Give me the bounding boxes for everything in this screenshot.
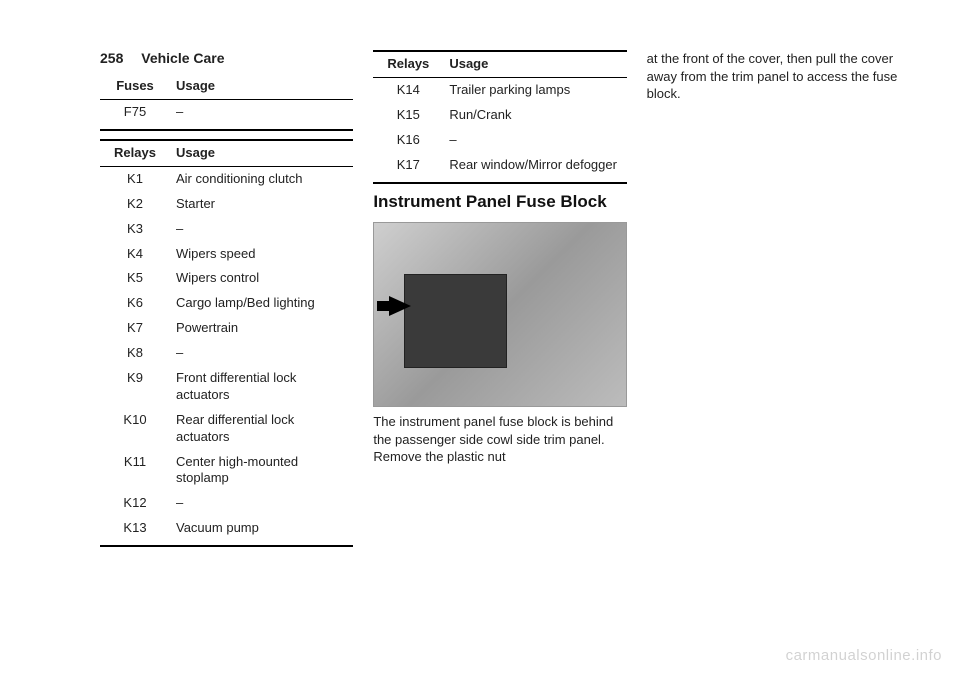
column-2: Relays Usage K14Trailer parking lamps K1… <box>373 50 626 555</box>
column-3: at the front of the cover, then pull the… <box>647 50 900 555</box>
relay-usage: – <box>170 217 353 242</box>
relay-usage: Vacuum pump <box>170 516 353 546</box>
table-row: K16– <box>373 128 626 153</box>
relay-usage: – <box>170 491 353 516</box>
relay-id: K6 <box>100 291 170 316</box>
relay-usage: Center high-mounted stoplamp <box>170 450 353 492</box>
relay-id: K8 <box>100 341 170 366</box>
relay-id: K4 <box>100 242 170 267</box>
relay-id: K3 <box>100 217 170 242</box>
relay-id: K13 <box>100 516 170 546</box>
table-row: K2Starter <box>100 192 353 217</box>
relay-usage: Air conditioning clutch <box>170 166 353 191</box>
relay-id: K12 <box>100 491 170 516</box>
section-heading: Instrument Panel Fuse Block <box>373 192 626 212</box>
relay-id: K5 <box>100 266 170 291</box>
relays-table-1: Relays Usage K1Air conditioning clutch K… <box>100 139 353 547</box>
table-row: K11Center high-mounted stoplamp <box>100 450 353 492</box>
fuse-usage: – <box>170 100 353 130</box>
relays-table-2: Relays Usage K14Trailer parking lamps K1… <box>373 50 626 184</box>
relay-usage: Starter <box>170 192 353 217</box>
relay-usage: – <box>170 341 353 366</box>
relays1-col-header-0: Relays <box>100 140 170 167</box>
fuses-col-header-1: Usage <box>170 74 353 100</box>
table-row: K7Powertrain <box>100 316 353 341</box>
relay-usage: Rear differential lock actuators <box>170 408 353 450</box>
table-row: K1Air conditioning clutch <box>100 166 353 191</box>
relay-id: K9 <box>100 366 170 408</box>
page-number: 258 <box>100 50 123 66</box>
arrow-icon <box>389 296 411 316</box>
relay-id: K1 <box>100 166 170 191</box>
relay-usage: Rear window/Mirror defogger <box>443 153 626 183</box>
relay-usage: Wipers speed <box>170 242 353 267</box>
relay-id: K2 <box>100 192 170 217</box>
relays1-col-header-1: Usage <box>170 140 353 167</box>
table-row: K9Front differential lock actuators <box>100 366 353 408</box>
figure-caption-2: at the front of the cover, then pull the… <box>647 50 900 103</box>
page-header: 258 Vehicle Care <box>100 50 353 66</box>
fuse-block-figure <box>373 222 626 407</box>
table-row: K14Trailer parking lamps <box>373 78 626 103</box>
table-row: K17Rear window/Mirror defogger <box>373 153 626 183</box>
column-1: 258 Vehicle Care Fuses Usage F75 – Relay… <box>100 50 353 555</box>
relay-usage: Wipers control <box>170 266 353 291</box>
table-row: K6Cargo lamp/Bed lighting <box>100 291 353 316</box>
relay-usage: Front differential lock actuators <box>170 366 353 408</box>
relay-usage: Trailer parking lamps <box>443 78 626 103</box>
table-row: F75 – <box>100 100 353 130</box>
relay-id: K16 <box>373 128 443 153</box>
table-row: K5Wipers control <box>100 266 353 291</box>
table-row: K3– <box>100 217 353 242</box>
relay-id: K11 <box>100 450 170 492</box>
watermark: carmanualsonline.info <box>786 647 942 664</box>
relay-usage: Cargo lamp/Bed lighting <box>170 291 353 316</box>
table-row: K4Wipers speed <box>100 242 353 267</box>
fuses-col-header-0: Fuses <box>100 74 170 100</box>
relay-id: K17 <box>373 153 443 183</box>
relay-usage: Run/Crank <box>443 103 626 128</box>
section-name: Vehicle Care <box>141 50 224 66</box>
relay-id: K7 <box>100 316 170 341</box>
page: 258 Vehicle Care Fuses Usage F75 – Relay… <box>0 0 960 585</box>
fuses-table: Fuses Usage F75 – <box>100 74 353 131</box>
table-row: K13Vacuum pump <box>100 516 353 546</box>
relay-id: K14 <box>373 78 443 103</box>
relay-id: K15 <box>373 103 443 128</box>
relays2-col-header-0: Relays <box>373 51 443 78</box>
fuse-id: F75 <box>100 100 170 130</box>
figure-caption-1: The instrument panel fuse block is behin… <box>373 413 626 466</box>
table-row: K10Rear differential lock actuators <box>100 408 353 450</box>
relays2-col-header-1: Usage <box>443 51 626 78</box>
table-row: K15Run/Crank <box>373 103 626 128</box>
relay-id: K10 <box>100 408 170 450</box>
table-row: K12– <box>100 491 353 516</box>
relay-usage: Powertrain <box>170 316 353 341</box>
table-row: K8– <box>100 341 353 366</box>
relay-usage: – <box>443 128 626 153</box>
